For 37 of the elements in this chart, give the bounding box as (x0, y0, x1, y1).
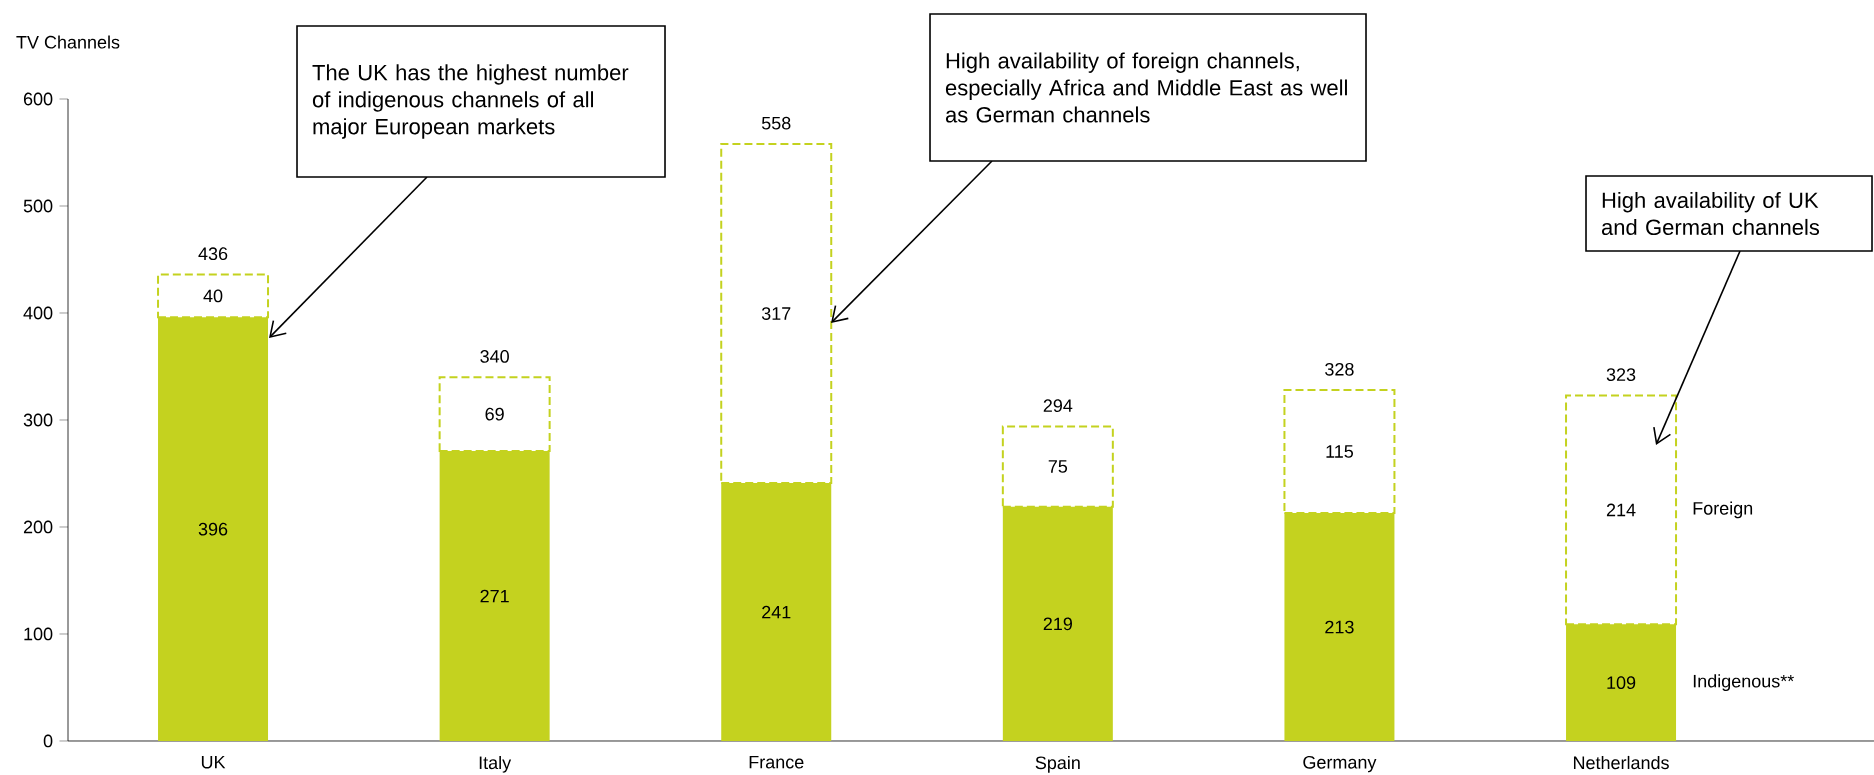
total-label: 340 (480, 350, 509, 363)
data-label: 75 (1048, 460, 1068, 473)
total-label: 294 (1043, 399, 1073, 413)
y-tick-label: 400 (23, 306, 53, 320)
y-tick-label: 300 (23, 413, 53, 427)
data-label: 214 (1606, 503, 1636, 517)
y-tick-label: 600 (23, 92, 53, 106)
series-label: Foreign (1693, 501, 1753, 519)
total-label: 436 (198, 247, 228, 261)
data-label: 271 (480, 589, 509, 603)
total-label: 323 (1606, 368, 1636, 381)
y-axis-title: TV Channels (16, 35, 120, 49)
annotation: High availability of foreign channels, especially Africa and Middle East as well as German channels (945, 52, 1347, 123)
x-tick-label: France (749, 755, 804, 769)
data-label: 219 (1043, 617, 1072, 631)
data-label: 40 (203, 289, 223, 303)
data-label: 115 (1326, 445, 1354, 458)
y-tick-label: 200 (23, 520, 53, 534)
x-tick-label: UK (201, 755, 226, 769)
x-tick-label: Italy (479, 755, 512, 773)
total-label: 328 (1325, 362, 1354, 376)
data-label: 396 (198, 522, 228, 536)
y-tick-label: 100 (24, 627, 53, 641)
x-tick-label: Spain (1035, 755, 1080, 773)
total-label: 558 (761, 116, 791, 130)
annotation: The UK has the highest number of indigenous channels of all major European markets (312, 64, 629, 139)
data-label: 69 (485, 407, 504, 421)
annotation: High availability of UK and German channels (1601, 191, 1820, 236)
y-tick-label: 500 (23, 199, 53, 213)
data-label: 109 (1607, 676, 1636, 690)
y-tick-label: 0 (43, 734, 53, 748)
x-tick-label: Germany (1303, 755, 1377, 773)
data-label: 241 (762, 605, 791, 619)
x-tick-label: Netherlands (1573, 755, 1669, 770)
data-label: 317 (761, 307, 791, 320)
data-label: 213 (1325, 620, 1354, 634)
series-label: Indigenous** (1693, 674, 1794, 692)
